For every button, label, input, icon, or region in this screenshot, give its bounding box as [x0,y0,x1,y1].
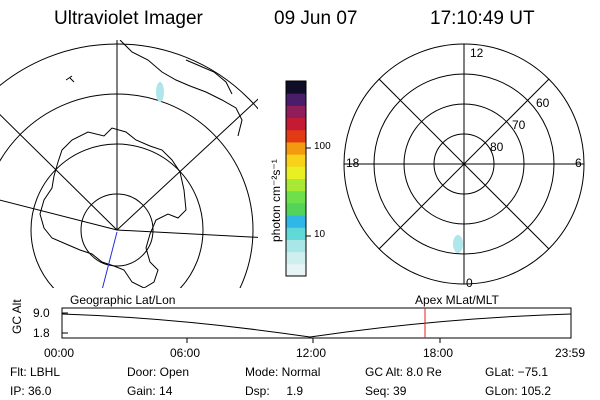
strip-y-bottom: 1.8 [33,326,50,340]
mlat-label-70: 70 [512,118,526,132]
colorbar-swatch [286,81,306,94]
flt-label: Flt: LBHL [10,365,61,379]
strip-y-top: 9.0 [33,306,50,320]
mlt-label-left: 18 [346,156,360,170]
mlt-label-bottom: 0 [466,276,473,290]
altitude-strip [61,307,572,343]
date-label: 09 Jun 07 [274,8,358,29]
polar-plot [343,43,585,285]
colorbar-swatch [286,117,306,131]
aurora-spot [156,82,164,102]
mode-label: Mode: Normal [245,365,321,379]
strip-x-tick: 23:59 [555,346,586,360]
colorbar-swatch [286,215,306,228]
colorbar-unit-label: photon cm⁻²s⁻¹ [269,159,283,242]
colorbar-swatch [286,105,306,119]
colorbar-tick-label: 10 [314,229,326,240]
colorbar-swatch [286,227,306,240]
colorbar-swatch [286,251,306,265]
colorbar-swatch [286,129,306,143]
mlt-label-top: 12 [470,46,484,60]
colorbar-swatch [286,154,306,167]
polar-panel-label: Apex MLat/MLT [415,293,499,307]
strip-frame [61,307,572,339]
door-label: Door: Open [127,365,190,379]
time-label: 17:10:49 UT [430,8,535,29]
geographic-map [0,40,258,288]
meridian-line [116,98,258,231]
colorbar-swatch [286,263,306,277]
meridian-line [116,229,258,238]
colorbar-swatch [286,178,306,192]
mlat-label-60: 60 [536,96,550,110]
orbit-track [102,231,118,288]
colorbar-frame [285,80,307,277]
mlat-label-80: 80 [490,140,504,154]
altitude-curve [61,313,572,338]
strip-x-tick: 06:00 [170,346,201,360]
meridian-line [0,114,118,231]
strip-axis-label: GC Alt [10,299,24,334]
gcalt-label: GC Alt: 8.0 Re [365,365,442,379]
coastline [39,127,187,288]
strip-x-tick: 12:00 [296,346,327,360]
colorbar-swatch [286,190,306,204]
app-title: Ultraviolet Imager [54,8,203,29]
geo-panel-label: Geographic Lat/Lon [70,293,176,307]
colorbar-swatch [286,239,306,253]
coastline [185,59,233,95]
coastline [119,40,243,137]
colorbar-swatch [286,166,306,179]
glon-label: GLon: 105.2 [485,384,552,398]
meridian-line [0,199,118,231]
gain-label: Gain: 14 [127,384,173,398]
strip-x-tick: 00:00 [44,346,75,360]
colorbar-swatch [286,202,306,216]
colorbar [286,81,306,277]
strip-x-tick: 18:00 [423,346,454,360]
mlt-label-right: 6 [575,156,582,170]
aurora-spot [453,235,463,253]
glat-label: GLat: −75.1 [485,365,549,379]
colorbar-swatch [286,141,306,155]
dsp-label: Dsp: 1.9 [245,384,304,398]
colorbar-swatch [286,93,306,106]
coastline [65,75,75,83]
colorbar-tick-label: 100 [314,141,331,152]
mlt-axis [378,78,550,250]
seq-label: Seq: 39 [365,384,407,398]
ip-label: IP: 36.0 [10,384,52,398]
